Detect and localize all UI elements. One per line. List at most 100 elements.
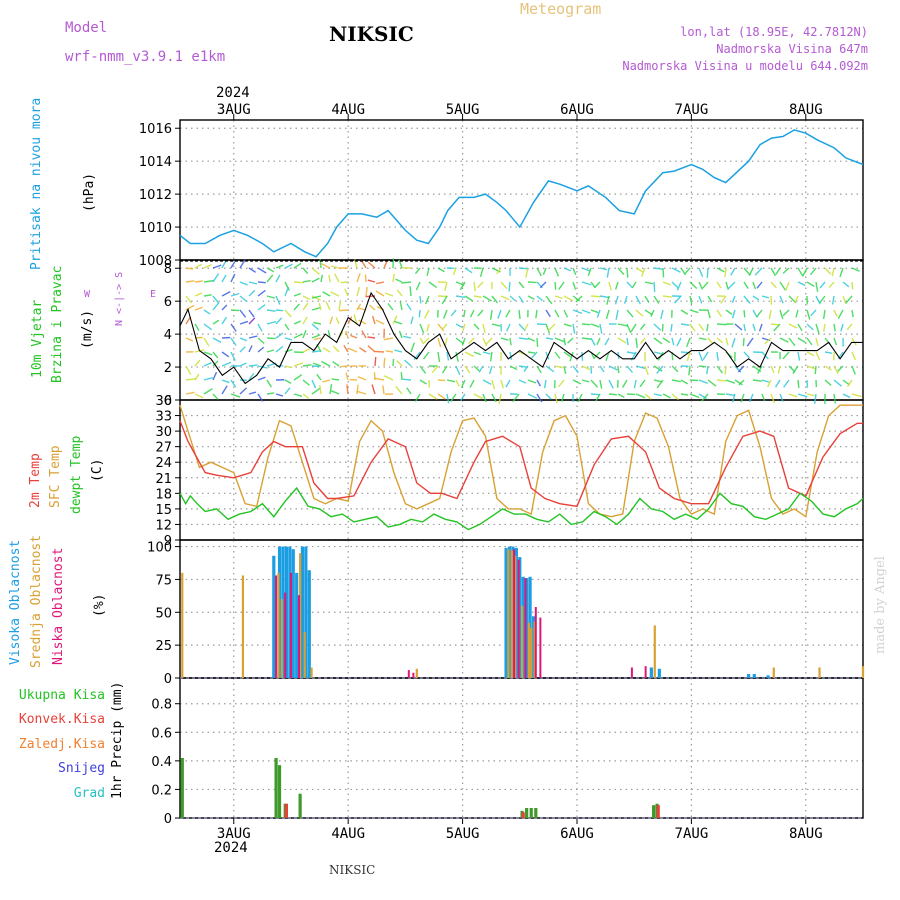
- wind-arrow: [328, 274, 331, 283]
- wind-arrow: [444, 281, 448, 291]
- wind-arrow: [742, 337, 745, 347]
- wind-arrow: [345, 372, 349, 381]
- wind-arrow: [525, 267, 529, 278]
- cloud-bar: [511, 546, 515, 678]
- wind-arrow: [819, 281, 826, 289]
- wind-arrow: [581, 379, 590, 383]
- wind-arrow: [680, 393, 689, 396]
- wind-arrow: [774, 379, 781, 388]
- wind-arrow: [330, 390, 340, 395]
- wind-arrow: [212, 273, 220, 283]
- wind-arrow: [302, 267, 309, 275]
- wind-arrow: [318, 303, 322, 311]
- wind-arrow: [437, 393, 447, 400]
- cloud-bar: [531, 616, 536, 678]
- wind-arrow: [293, 333, 303, 339]
- wind-arrow: [725, 393, 735, 397]
- wind-arrow: [734, 379, 743, 386]
- wind-arrow: [581, 267, 590, 272]
- wind-arrow: [400, 372, 403, 381]
- wind-arrow: [661, 323, 664, 332]
- wind-arrow: [482, 337, 488, 347]
- precip-bar: [656, 805, 660, 818]
- wind-arrow: [770, 281, 777, 289]
- wind-arrow: [782, 309, 790, 317]
- cloud-bar: [630, 667, 633, 678]
- wind-arrow: [806, 337, 813, 346]
- wind-arrow: [748, 267, 754, 276]
- wind-arrow: [653, 365, 663, 372]
- cloud-bar: [504, 547, 508, 678]
- wind-arrow: [185, 267, 194, 270]
- wind-arrow: [563, 309, 569, 318]
- wind-arrow: [833, 365, 839, 375]
- wind-arrow: [806, 351, 815, 357]
- wind-arrow: [748, 393, 754, 403]
- wind-arrow: [367, 336, 376, 339]
- wind-arrow: [275, 332, 284, 339]
- wind-arrow: [626, 267, 629, 278]
- wind-arrow: [230, 292, 240, 297]
- wind-arrow: [788, 323, 798, 329]
- wind-arrow: [662, 393, 671, 399]
- wind-arrow: [572, 379, 582, 385]
- dewpt-temp-line: [179, 486, 864, 531]
- wind-arrow: [406, 303, 412, 311]
- wind-arrow: [788, 295, 797, 304]
- wind-arrow: [332, 361, 340, 367]
- cloud-bar: [527, 622, 531, 678]
- wind-arrow: [313, 321, 322, 325]
- wind-arrow: [455, 379, 460, 387]
- wind-arrow: [810, 309, 817, 317]
- wind-arrow: [828, 281, 835, 289]
- y-tick-label: 2: [164, 361, 172, 376]
- wind-arrow: [361, 330, 367, 339]
- wind-arrow: [437, 267, 445, 273]
- wind-arrow: [701, 393, 709, 402]
- wind-arrow: [824, 267, 832, 275]
- wind-arrow: [797, 281, 806, 287]
- precip-legend-convective: Konvek.Kisa: [18, 712, 105, 727]
- wind-compass-w: W: [84, 289, 91, 300]
- wind-arrow: [491, 295, 499, 304]
- wind-arrow: [822, 309, 826, 320]
- wind-arrow: [398, 330, 403, 339]
- cloud-bar: [241, 575, 245, 678]
- wind-arrow: [716, 351, 719, 361]
- wind-arrow: [230, 323, 237, 332]
- pressure-ylabel: Pritisak na nivou mora: [29, 97, 44, 270]
- wind-arrow: [311, 295, 321, 301]
- wind-arrow: [653, 281, 656, 292]
- wind-arrow: [485, 337, 493, 345]
- wind-arrow: [455, 351, 459, 362]
- wind-arrow: [212, 351, 219, 359]
- y-tick-label: 1014: [139, 155, 172, 170]
- wind-arrow: [536, 267, 542, 277]
- wind-arrow: [452, 267, 457, 276]
- wind-ylabel-1: 10m Vjetar: [30, 299, 45, 378]
- wind-arrow: [731, 309, 736, 319]
- wind-arrow: [734, 323, 743, 331]
- wind-arrow: [725, 379, 735, 384]
- wind-arrow: [685, 337, 691, 348]
- wind-arrow: [248, 267, 257, 273]
- y-tick-label: 1008: [139, 254, 172, 269]
- wind-arrow: [321, 263, 331, 269]
- y-tick-label: 4: [164, 328, 172, 343]
- wind-arrow: [640, 337, 646, 344]
- wind-arrow: [639, 379, 646, 388]
- wind-arrow: [725, 281, 729, 290]
- wind-arrow: [567, 337, 574, 344]
- wind-arrow: [617, 365, 620, 374]
- precip-bar: [652, 805, 656, 818]
- 2m-temp-line: [179, 420, 863, 508]
- cloud-bar: [284, 546, 288, 678]
- precip-legend-snow: Snijeg: [58, 761, 105, 776]
- wind-arrow: [382, 385, 385, 395]
- wind-arrow: [689, 323, 696, 332]
- wind-arrow: [359, 347, 367, 353]
- wind-arrow: [518, 365, 527, 368]
- wind-arrow: [339, 309, 349, 312]
- wind-arrow: [424, 295, 430, 305]
- wind-arrow: [426, 323, 430, 332]
